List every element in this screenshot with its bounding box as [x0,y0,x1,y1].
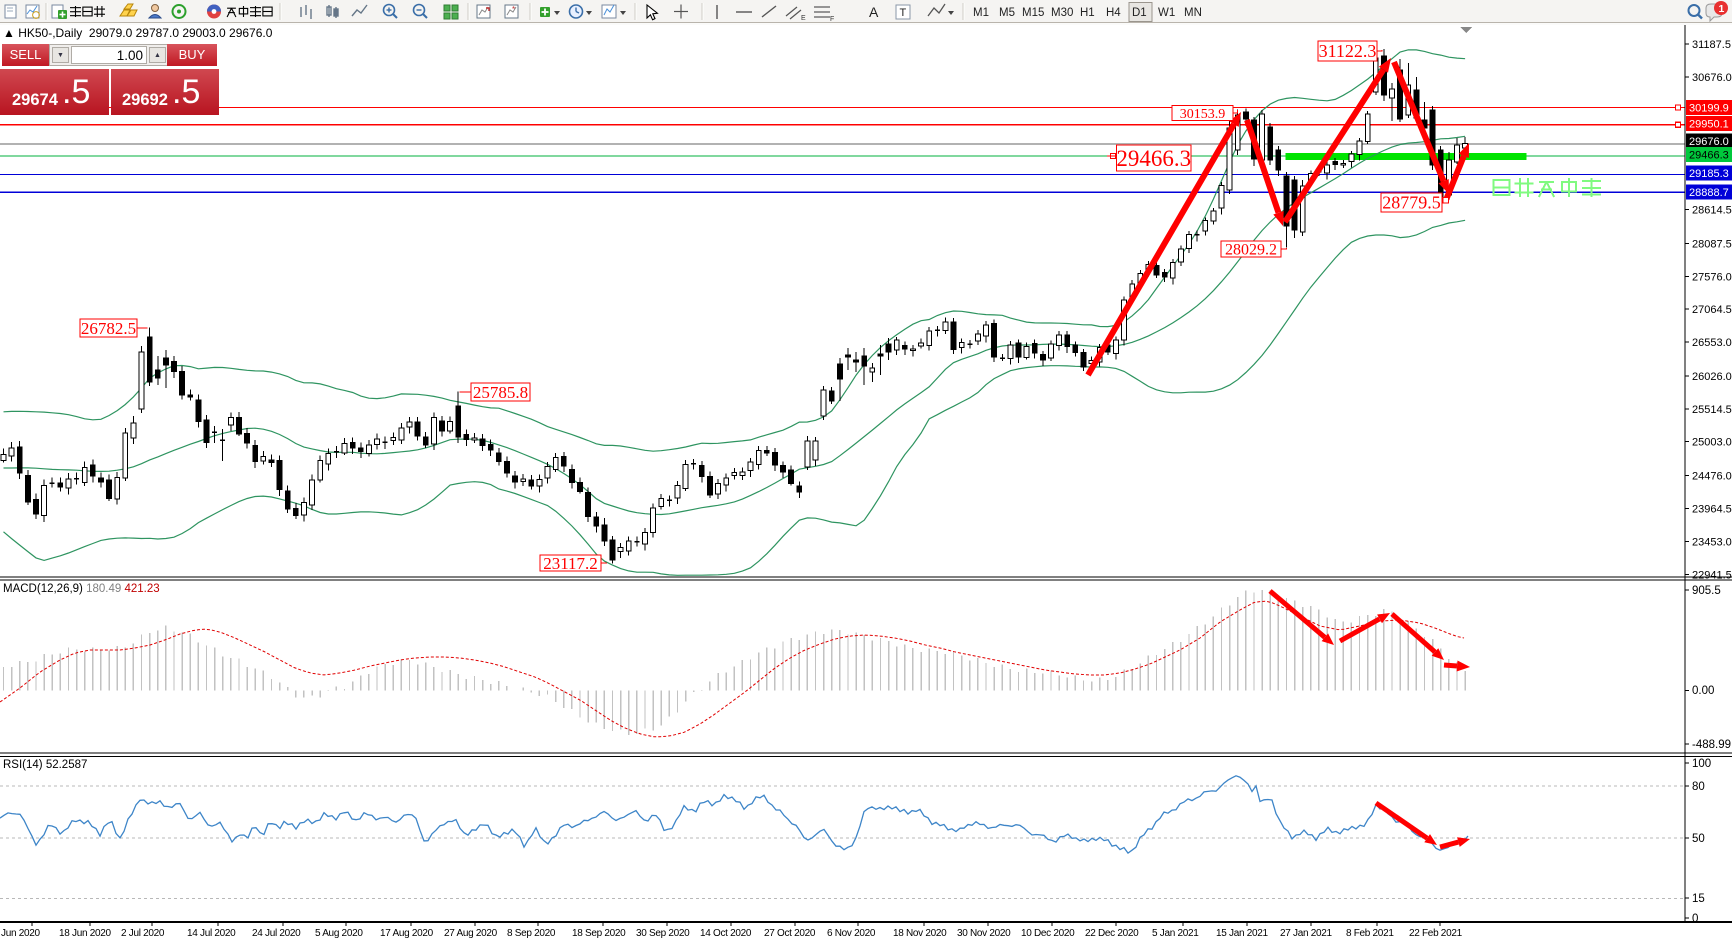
svg-text:18 Jun 2020: 18 Jun 2020 [59,928,111,939]
svg-text:28779.5: 28779.5 [1382,193,1441,213]
svg-text:RSI(14) 52.2587: RSI(14) 52.2587 [3,759,87,771]
svg-text:905.5: 905.5 [1692,585,1721,597]
svg-text:8 Feb 2021: 8 Feb 2021 [1346,928,1394,939]
svg-text:18 Sep 2020: 18 Sep 2020 [572,928,626,939]
svg-text:29466.3: 29466.3 [1116,146,1191,171]
svg-text:26782.5: 26782.5 [81,319,136,338]
svg-text:Jun 2020: Jun 2020 [1,928,40,939]
svg-text:30 Sep 2020: 30 Sep 2020 [636,928,690,939]
svg-text:30 Nov 2020: 30 Nov 2020 [957,928,1011,939]
svg-text:28614.5: 28614.5 [1692,205,1732,217]
svg-text:23964.5: 23964.5 [1692,504,1732,516]
svg-text:D1: D1 [1132,7,1147,19]
svg-text:25514.5: 25514.5 [1692,404,1732,416]
svg-text:F: F [830,16,834,23]
svg-text:5 Aug 2020: 5 Aug 2020 [315,928,363,939]
svg-text:6 Nov 2020: 6 Nov 2020 [827,928,876,939]
svg-text:27064.5: 27064.5 [1692,304,1732,316]
svg-text:▲ HK50-,Daily 29079.0 29787.0: ▲ HK50-,Daily 29079.0 29787.0 29003.0 29… [3,26,273,40]
svg-text:26553.0: 26553.0 [1692,337,1732,349]
svg-text:E: E [801,15,806,22]
svg-text:M15: M15 [1022,7,1044,19]
svg-text:H4: H4 [1106,7,1121,19]
svg-text:T: T [900,7,907,19]
svg-text:15 Jan 2021: 15 Jan 2021 [1216,928,1268,939]
svg-text:24 Jul 2020: 24 Jul 2020 [252,928,301,939]
svg-text:M30: M30 [1051,7,1073,19]
svg-text:29185.3: 29185.3 [1689,168,1729,180]
svg-text:17 Aug 2020: 17 Aug 2020 [380,928,434,939]
svg-text:0.00: 0.00 [1692,685,1714,697]
svg-text:31122.3: 31122.3 [1319,41,1377,61]
svg-text:27 Aug 2020: 27 Aug 2020 [444,928,498,939]
svg-text:24476.0: 24476.0 [1692,471,1732,483]
svg-text:23117.2: 23117.2 [543,554,598,573]
svg-text:100: 100 [1692,758,1711,770]
svg-text:10 Dec 2020: 10 Dec 2020 [1021,928,1075,939]
svg-text:M1: M1 [973,7,989,19]
svg-text:29466.3: 29466.3 [1689,150,1729,162]
svg-text:W1: W1 [1158,7,1175,19]
svg-text:28888.7: 28888.7 [1689,187,1729,199]
svg-text:80: 80 [1692,781,1705,793]
svg-text:27576.0: 27576.0 [1692,271,1732,283]
svg-text:29676.0: 29676.0 [1689,136,1729,148]
svg-text:27 Jan 2021: 27 Jan 2021 [1280,928,1332,939]
svg-text:A: A [869,4,879,20]
svg-text:30199.9: 30199.9 [1689,103,1729,115]
svg-text:22941.5: 22941.5 [1692,569,1732,581]
svg-text:50: 50 [1692,833,1705,845]
svg-text:14 Jul 2020: 14 Jul 2020 [187,928,236,939]
svg-text:18 Nov 2020: 18 Nov 2020 [893,928,947,939]
svg-text:*: * [512,5,515,14]
svg-text:-488.99: -488.99 [1692,739,1731,751]
svg-text:MN: MN [1184,7,1202,19]
svg-text:28087.5: 28087.5 [1692,238,1732,250]
svg-text:22 Feb 2021: 22 Feb 2021 [1409,928,1463,939]
svg-text:27 Oct 2020: 27 Oct 2020 [764,928,816,939]
svg-text:25785.8: 25785.8 [473,383,528,402]
svg-text:31187.5: 31187.5 [1692,39,1731,51]
svg-text:15: 15 [1692,893,1705,905]
svg-text:5 Jan 2021: 5 Jan 2021 [1152,928,1199,939]
svg-text:MACD(12,26,9) 180.49 421.23: MACD(12,26,9) 180.49 421.23 [3,583,160,595]
svg-text:H1: H1 [1080,7,1095,19]
svg-text:30676.0: 30676.0 [1692,72,1732,84]
svg-text:0: 0 [1692,913,1698,925]
svg-text:23453.0: 23453.0 [1692,536,1732,548]
svg-text:M5: M5 [999,7,1015,19]
svg-text:26026.0: 26026.0 [1692,371,1732,383]
svg-text:22 Dec 2020: 22 Dec 2020 [1085,928,1139,939]
svg-text:29950.1: 29950.1 [1689,119,1729,131]
svg-text:25003.0: 25003.0 [1692,437,1732,449]
svg-text:2 Jul 2020: 2 Jul 2020 [121,928,165,939]
svg-text:28029.2: 28029.2 [1225,241,1277,258]
svg-text:1: 1 [1719,3,1725,15]
svg-text:8 Sep 2020: 8 Sep 2020 [507,928,556,939]
svg-text:30153.9: 30153.9 [1180,107,1226,122]
svg-text:14 Oct 2020: 14 Oct 2020 [700,928,752,939]
